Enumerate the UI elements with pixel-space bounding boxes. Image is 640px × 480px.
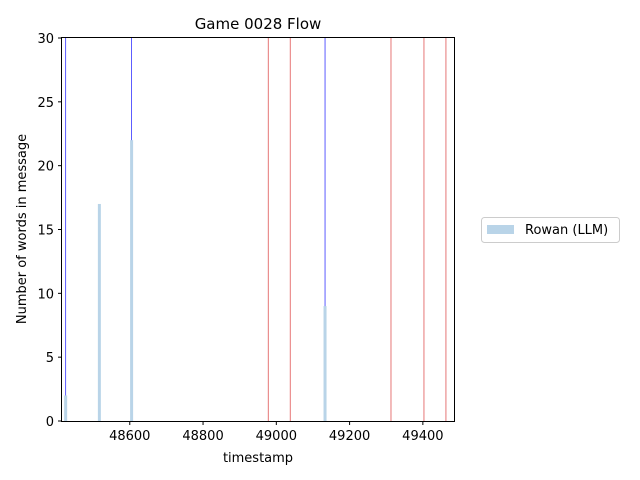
bar [323, 306, 327, 421]
y-tick-label: 20 [37, 160, 54, 175]
bars [64, 140, 327, 421]
y-tick-label: 25 [37, 96, 54, 111]
y-tick-label: 10 [37, 287, 54, 302]
legend-frame [481, 217, 620, 243]
x-axis-ticks: 48600 48800 49000 49200 49400 [109, 421, 444, 444]
y-tick-label: 5 [46, 351, 54, 366]
x-axis-label: timestamp [223, 451, 293, 466]
legend: Rowan (LLM) [481, 217, 620, 243]
bar [64, 395, 68, 421]
x-tick-label: 49200 [329, 429, 370, 444]
x-tick-label: 49000 [256, 429, 297, 444]
x-tick-label: 49400 [402, 429, 443, 444]
bar [97, 203, 101, 421]
y-tick-label: 0 [46, 415, 54, 430]
legend-label: Rowan (LLM) [525, 223, 608, 238]
bar [130, 140, 134, 421]
y-axis-label: Number of words in message [15, 134, 30, 324]
x-tick-label: 48600 [109, 429, 150, 444]
y-tick-label: 30 [37, 32, 54, 47]
legend-swatch [487, 225, 514, 234]
plot-frame [61, 37, 455, 422]
x-tick-label: 48800 [182, 429, 223, 444]
chart-title: Game 0028 Flow [195, 15, 322, 33]
y-tick-label: 15 [37, 224, 54, 239]
y-axis-ticks: 0 5 10 15 20 25 30 [37, 32, 62, 430]
event-lines [65, 38, 447, 421]
